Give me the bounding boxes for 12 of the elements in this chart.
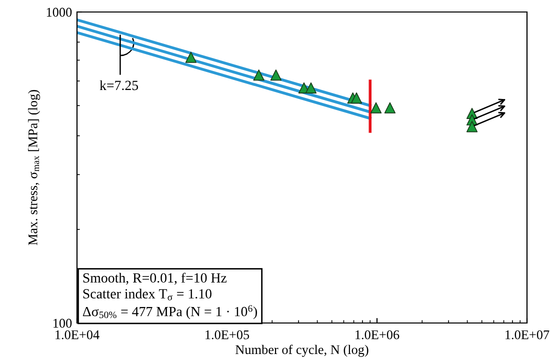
annotation: Smooth, R=0.01, f=10 Hz	[83, 272, 227, 285]
x-tick-label: 1.0E+04	[56, 330, 100, 340]
x-axis-title: Number of cycle, N (log)	[236, 344, 368, 357]
x-tick-label: 1.0E+06	[356, 330, 400, 340]
annotation: k=7.25	[100, 80, 138, 90]
annotation: Scatter index T$_{σ}$ = 1.10	[83, 288, 212, 300]
y-tick-label: 100	[54, 318, 72, 328]
annotation: Δσ$_{50%}$ = 477 MPa (N = 1 · 10$^{6}$)	[82, 305, 258, 320]
y-axis-title: Max. stress, σ$_{max}$ [MPa] (log)	[28, 90, 40, 246]
x-tick-label: 1.0E+05	[206, 330, 250, 340]
x-tick-label: 1.0E+07	[506, 330, 550, 340]
y-tick-label: 1000	[46, 8, 72, 17]
